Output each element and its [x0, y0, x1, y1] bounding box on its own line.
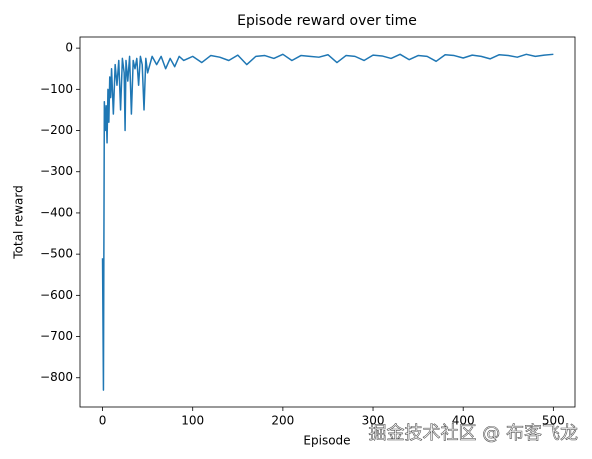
- line-series: [101, 53, 554, 391]
- x-tick-label: 200: [271, 414, 294, 428]
- x-tick-label: 500: [542, 414, 565, 428]
- x-axis-label: Episode: [303, 434, 350, 448]
- y-tick-label: −700: [40, 329, 73, 343]
- y-tick-label: −800: [40, 370, 73, 384]
- x-tick-label: 300: [362, 414, 385, 428]
- y-tick-label: −200: [40, 123, 73, 137]
- y-tick-label: −300: [40, 164, 73, 178]
- y-tick-label: −500: [40, 247, 73, 261]
- y-tick-label: −400: [40, 205, 73, 219]
- chart-title: Episode reward over time: [237, 13, 417, 29]
- x-tick-label: 400: [452, 414, 475, 428]
- x-tick-label: 100: [181, 414, 204, 428]
- plot-frame: [79, 36, 576, 408]
- y-tick-label: 0: [65, 41, 73, 55]
- y-tick-label: −600: [40, 288, 73, 302]
- y-tick-label: −100: [40, 82, 73, 96]
- watermark: 掘金技术社区 @ 布客飞龙: [369, 423, 578, 444]
- y-axis-label: Total reward: [12, 185, 26, 259]
- x-tick-label: 0: [99, 414, 107, 428]
